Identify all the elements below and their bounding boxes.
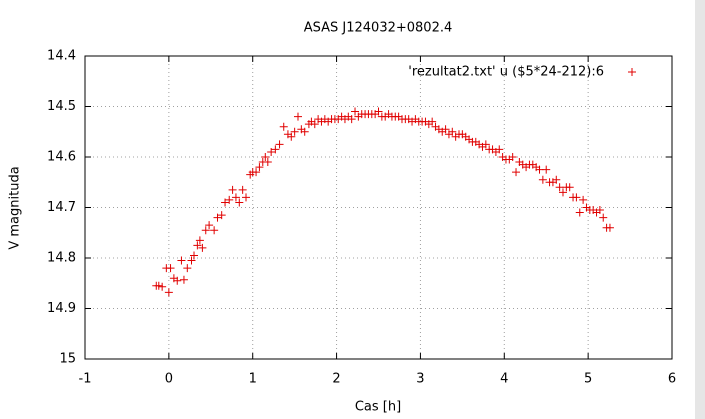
x-tick-label: 5 xyxy=(584,372,592,387)
x-tick-label: 1 xyxy=(249,372,257,387)
data-point xyxy=(164,288,173,297)
data-point xyxy=(300,127,309,136)
y-tick-label: 14.4 xyxy=(47,49,76,64)
data-point xyxy=(448,127,457,136)
data-point xyxy=(599,213,608,222)
data-point xyxy=(508,153,517,161)
data-point xyxy=(193,241,202,250)
data-point xyxy=(210,226,219,235)
data-point xyxy=(347,115,356,124)
data-point xyxy=(154,281,163,290)
x-tick-label: -1 xyxy=(79,372,92,387)
data-point xyxy=(351,107,360,116)
scrollbar[interactable] xyxy=(695,0,705,419)
data-point xyxy=(512,168,521,177)
data-point xyxy=(552,175,561,184)
x-axis-label: Cas [h] xyxy=(355,400,401,415)
data-point xyxy=(173,276,182,285)
x-tick-label: 6 xyxy=(668,372,676,387)
data-point xyxy=(605,223,614,232)
legend-marker xyxy=(628,68,636,76)
data-point xyxy=(187,256,196,265)
data-point xyxy=(177,256,186,265)
data-point xyxy=(198,243,207,252)
data-point xyxy=(242,193,251,202)
data-point xyxy=(293,112,302,121)
y-tick-label: 14.9 xyxy=(47,301,76,316)
data-point xyxy=(279,122,288,131)
data-point xyxy=(481,140,490,149)
data-point xyxy=(579,195,588,204)
data-point xyxy=(213,213,222,222)
y-tick-label: 15 xyxy=(59,352,76,367)
data-point xyxy=(535,165,544,174)
data-point xyxy=(235,198,244,207)
data-point xyxy=(441,125,450,134)
data-point xyxy=(428,117,437,126)
data-point xyxy=(287,132,296,141)
y-tick-label: 14.7 xyxy=(47,200,76,215)
data-point xyxy=(495,145,504,154)
plot-frame xyxy=(84,55,673,360)
data-point xyxy=(374,107,383,116)
data-point xyxy=(595,206,604,215)
data-point xyxy=(558,188,567,197)
y-tick-label: 14.6 xyxy=(47,150,76,165)
data-point xyxy=(275,140,284,149)
data-point xyxy=(183,264,192,273)
data-point xyxy=(267,147,276,156)
data-point xyxy=(542,165,551,174)
data-point xyxy=(205,221,214,230)
data-point xyxy=(238,185,247,194)
data-point xyxy=(231,193,240,202)
y-tick-label: 14.8 xyxy=(47,251,76,266)
legend-label: 'rezultat2.txt' u ($5*24-212):6 xyxy=(408,65,604,80)
data-point xyxy=(263,158,272,167)
data-point xyxy=(166,264,175,273)
data-point xyxy=(252,168,261,177)
data-point xyxy=(575,208,584,217)
data-point xyxy=(217,211,226,220)
y-tick-label: 14.5 xyxy=(47,99,76,114)
data-point xyxy=(158,282,167,291)
x-tick-label: 2 xyxy=(332,372,340,387)
data-point xyxy=(195,236,204,245)
x-tick-label: 0 xyxy=(165,372,173,387)
data-point xyxy=(179,275,188,284)
data-point xyxy=(572,193,581,202)
data-point xyxy=(190,251,199,260)
data-point xyxy=(310,120,319,129)
x-tick-label: 4 xyxy=(500,372,508,387)
data-point xyxy=(555,183,564,192)
data-point xyxy=(228,185,237,194)
data-point xyxy=(261,153,270,161)
data-point xyxy=(290,127,299,136)
data-point xyxy=(201,226,210,235)
data-point xyxy=(538,175,547,184)
x-tick-label: 3 xyxy=(416,372,424,387)
data-point xyxy=(255,163,264,172)
y-axis-label: V magnituda xyxy=(8,166,23,249)
data-point xyxy=(565,183,574,192)
chart-title: ASAS J124032+0802.4 xyxy=(304,21,453,36)
data-point xyxy=(271,145,280,154)
data-point xyxy=(221,198,230,207)
data-point xyxy=(225,195,234,204)
